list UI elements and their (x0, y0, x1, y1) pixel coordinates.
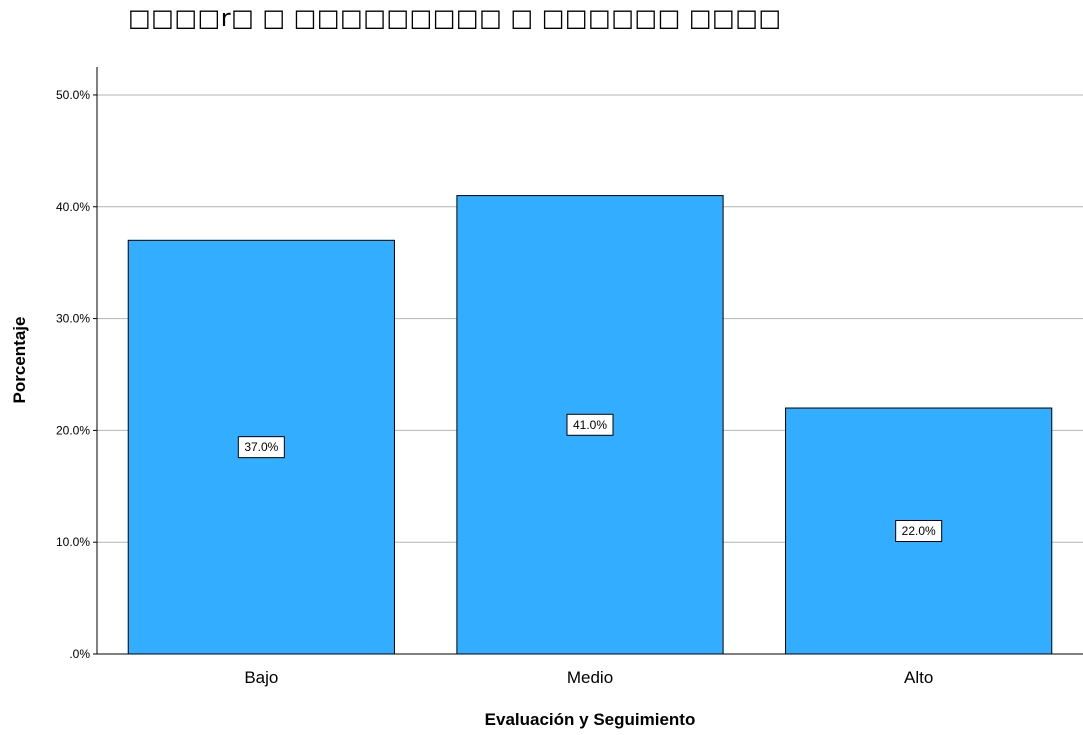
x-category-label: Medio (567, 668, 613, 687)
data-label-box (566, 413, 614, 436)
data-label: 37.0% (244, 440, 278, 454)
axes (96, 67, 1083, 655)
y-tick-label: 20.0% (56, 423, 90, 437)
data-label: 41.0% (573, 418, 607, 432)
x-axis-title: Evaluación y Seguimiento (485, 710, 696, 729)
y-axis-title: Porcentaje (10, 317, 29, 404)
y-tick-label: 30.0% (56, 312, 90, 326)
y-tick-labels: .0% 10.0% 20.0% 30.0% 40.0% 50.0% (56, 88, 97, 661)
data-label: 22.0% (902, 524, 936, 538)
x-category-labels: Bajo Medio Alto (244, 668, 933, 687)
data-labels: 37.0% 41.0% 22.0% (237, 413, 943, 543)
chart-title: □□□□r□ □ □□□□□□□□□ □ □□□□□□ □□□□ (128, 4, 782, 32)
y-tick-label: 40.0% (56, 200, 90, 214)
y-tick-label: 50.0% (56, 88, 90, 102)
data-label-box (237, 436, 285, 459)
x-category-label: Alto (904, 668, 933, 687)
data-label-box (895, 520, 943, 543)
y-tick-label: .0% (69, 647, 90, 661)
x-category-label: Bajo (244, 668, 278, 687)
y-tick-label: 10.0% (56, 535, 90, 549)
